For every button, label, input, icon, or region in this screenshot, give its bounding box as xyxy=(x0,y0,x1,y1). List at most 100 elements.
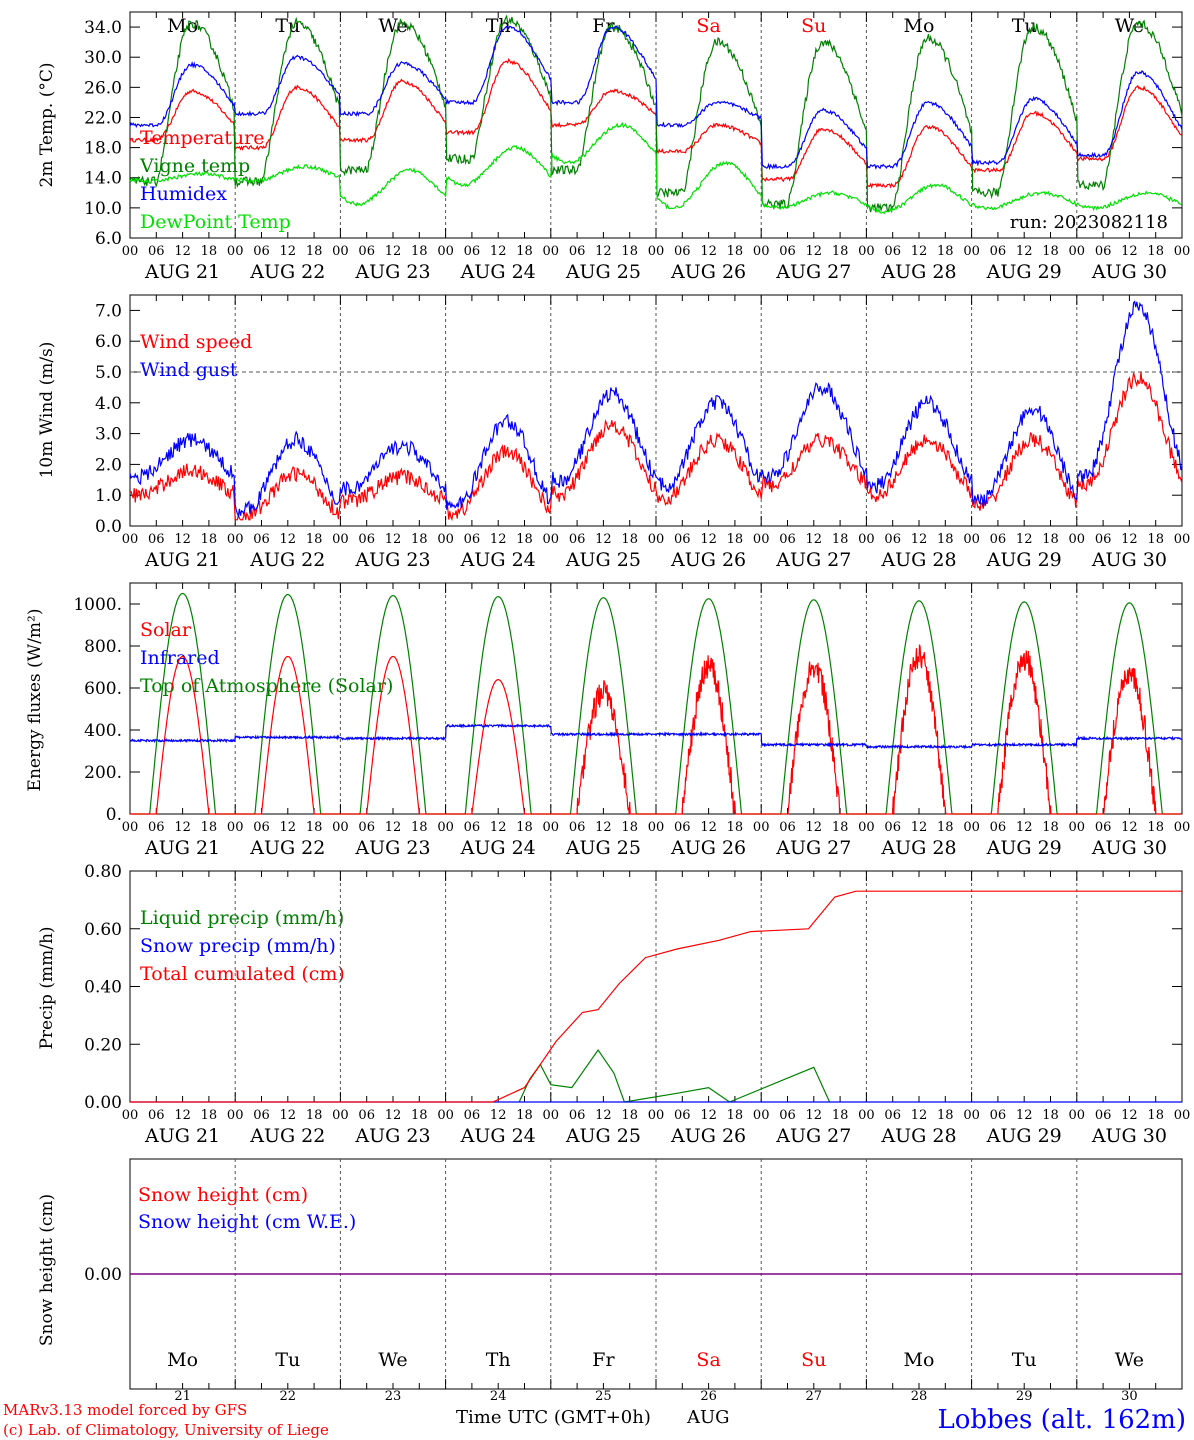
hour-tick-label: 00 xyxy=(227,820,244,835)
date-label: AUG 30 xyxy=(1091,261,1167,283)
credit-line-1: MARv3.13 model forced by GFS xyxy=(3,1401,247,1419)
hour-tick-label: 06 xyxy=(358,532,375,547)
date-label: AUG 29 xyxy=(986,549,1062,571)
hour-tick-label: 18 xyxy=(516,532,533,547)
hour-tick-label: 18 xyxy=(516,1108,533,1123)
weekday-label: Mo xyxy=(167,1349,198,1371)
hour-tick-label: 18 xyxy=(621,532,638,547)
date-label: AUG 29 xyxy=(986,261,1062,283)
legend-temperature: Temperature xyxy=(140,127,264,149)
date-label: AUG 29 xyxy=(986,1125,1062,1147)
hour-tick-label: 06 xyxy=(1095,820,1112,835)
date-label: AUG 26 xyxy=(670,261,746,283)
hour-tick-label: 18 xyxy=(201,1108,218,1123)
weekday-label: Tu xyxy=(275,1349,300,1371)
hour-tick-label: 00 xyxy=(122,532,139,547)
y-tick-label: 22.0 xyxy=(84,108,122,128)
y-tick-label: 1000. xyxy=(73,595,122,615)
hour-tick-label: 00 xyxy=(648,1108,665,1123)
date-label: AUG 27 xyxy=(775,261,851,283)
hour-tick-label: 00 xyxy=(332,244,349,259)
hour-tick-label: 00 xyxy=(648,244,665,259)
y-tick-label: 0.40 xyxy=(84,978,122,998)
hour-tick-label: 00 xyxy=(332,532,349,547)
weekday-label: Sa xyxy=(696,15,720,37)
weekday-label: Tu xyxy=(1012,1349,1037,1371)
hour-tick-label: 12 xyxy=(385,244,402,259)
date-label: AUG 30 xyxy=(1091,549,1167,571)
hour-tick-label: 12 xyxy=(385,1108,402,1123)
day-number: 29 xyxy=(1016,1389,1033,1404)
hour-tick-label: 06 xyxy=(569,532,586,547)
precip-series-line xyxy=(130,890,1182,1103)
y-tick-label: 30.0 xyxy=(84,48,122,68)
weekday-label: Mo xyxy=(904,15,935,37)
hour-tick-label: 00 xyxy=(753,244,770,259)
hour-tick-label: 06 xyxy=(253,244,270,259)
date-label: AUG 21 xyxy=(144,549,220,571)
hour-tick-label: 18 xyxy=(516,820,533,835)
day-number: 24 xyxy=(490,1389,507,1404)
hour-tick-label: 00 xyxy=(1174,244,1191,259)
hour-tick-label: 06 xyxy=(884,820,901,835)
hour-tick-label: 06 xyxy=(148,820,165,835)
hour-tick-label: 06 xyxy=(253,532,270,547)
weekday-label: We xyxy=(378,15,407,37)
hour-tick-label: 18 xyxy=(201,244,218,259)
y-tick-label: 3.0 xyxy=(95,425,122,445)
hour-tick-label: 00 xyxy=(858,244,875,259)
hour-tick-label: 06 xyxy=(674,1108,691,1123)
hour-tick-label: 12 xyxy=(280,532,297,547)
hour-tick-label: 12 xyxy=(911,1108,928,1123)
day-number: 27 xyxy=(806,1389,823,1404)
hour-tick-label: 06 xyxy=(148,244,165,259)
weekday-label: We xyxy=(1115,1349,1144,1371)
temp-series-line xyxy=(129,121,1183,215)
hour-tick-label: 18 xyxy=(1147,244,1164,259)
hour-tick-label: 18 xyxy=(832,820,849,835)
hour-tick-label: 00 xyxy=(858,820,875,835)
hour-tick-label: 12 xyxy=(174,1108,191,1123)
hour-tick-label: 06 xyxy=(779,532,796,547)
wind-series-line xyxy=(129,371,1183,522)
date-label: AUG 23 xyxy=(354,549,430,571)
hour-tick-label: 12 xyxy=(595,532,612,547)
legend-snow-precip: Snow precip (mm/h) xyxy=(140,935,336,957)
hour-tick-label: 00 xyxy=(227,244,244,259)
ylabel-wind: 10m Wind (m/s) xyxy=(37,342,57,479)
date-label: AUG 27 xyxy=(775,837,851,859)
hour-tick-label: 12 xyxy=(385,532,402,547)
ylabel-snow: Snow height (cm) xyxy=(37,1194,57,1346)
legend-wind-speed: Wind speed xyxy=(140,331,252,353)
hour-tick-label: 18 xyxy=(621,1108,638,1123)
y-tick-label: 200. xyxy=(84,763,122,783)
date-label: AUG 26 xyxy=(670,549,746,571)
date-label: AUG 24 xyxy=(460,1125,536,1147)
y-tick-label: 0.0 xyxy=(95,517,122,537)
hour-tick-label: 18 xyxy=(727,1108,744,1123)
hour-tick-label: 12 xyxy=(174,532,191,547)
date-label: AUG 25 xyxy=(565,1125,641,1147)
legend-humidex: Humidex xyxy=(140,183,227,205)
date-label: AUG 28 xyxy=(880,549,956,571)
temp-series-line xyxy=(129,14,1183,213)
day-number: 22 xyxy=(280,1389,297,1404)
hour-tick-label: 12 xyxy=(1121,244,1138,259)
hour-tick-label: 12 xyxy=(490,244,507,259)
hour-tick-label: 18 xyxy=(411,244,428,259)
hour-tick-label: 12 xyxy=(806,1108,823,1123)
hour-tick-label: 00 xyxy=(963,532,980,547)
weekday-label: Mo xyxy=(904,1349,935,1371)
hour-tick-label: 00 xyxy=(648,820,665,835)
hour-tick-label: 12 xyxy=(490,820,507,835)
y-tick-label: 14.0 xyxy=(84,169,122,189)
hour-tick-label: 18 xyxy=(937,532,954,547)
hour-tick-label: 00 xyxy=(1069,244,1086,259)
hour-tick-label: 00 xyxy=(543,820,560,835)
weekday-label: Fr xyxy=(592,15,615,37)
hour-tick-label: 12 xyxy=(700,1108,717,1123)
hour-tick-label: 18 xyxy=(727,532,744,547)
legend-snow-height-we: Snow height (cm W.E.) xyxy=(138,1211,356,1233)
hour-tick-label: 18 xyxy=(1042,1108,1059,1123)
